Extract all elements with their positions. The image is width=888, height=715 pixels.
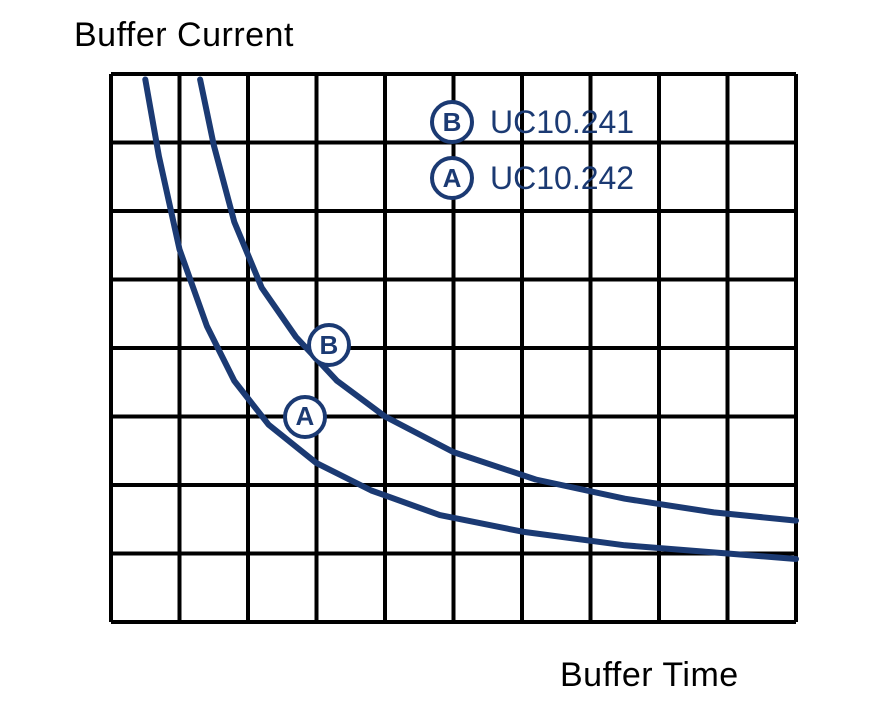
curve-marker-a-icon: A <box>283 395 327 439</box>
curve-label-b: B <box>307 323 351 367</box>
buffer-chart: Buffer Current Buffer Time B UC10.241 A … <box>0 0 888 715</box>
y-axis-title: Buffer Current <box>74 16 294 55</box>
legend: B UC10.241 A UC10.242 <box>430 100 634 212</box>
curve-label-a: A <box>283 395 327 439</box>
x-axis-title: Buffer Time <box>560 656 739 695</box>
curve-marker-b-icon: B <box>307 323 351 367</box>
legend-item-b: B UC10.241 <box>430 100 634 144</box>
legend-label-b: UC10.241 <box>490 104 634 141</box>
legend-marker-b-icon: B <box>430 100 474 144</box>
legend-label-a: UC10.242 <box>490 160 634 197</box>
legend-marker-a-icon: A <box>430 156 474 200</box>
legend-item-a: A UC10.242 <box>430 156 634 200</box>
